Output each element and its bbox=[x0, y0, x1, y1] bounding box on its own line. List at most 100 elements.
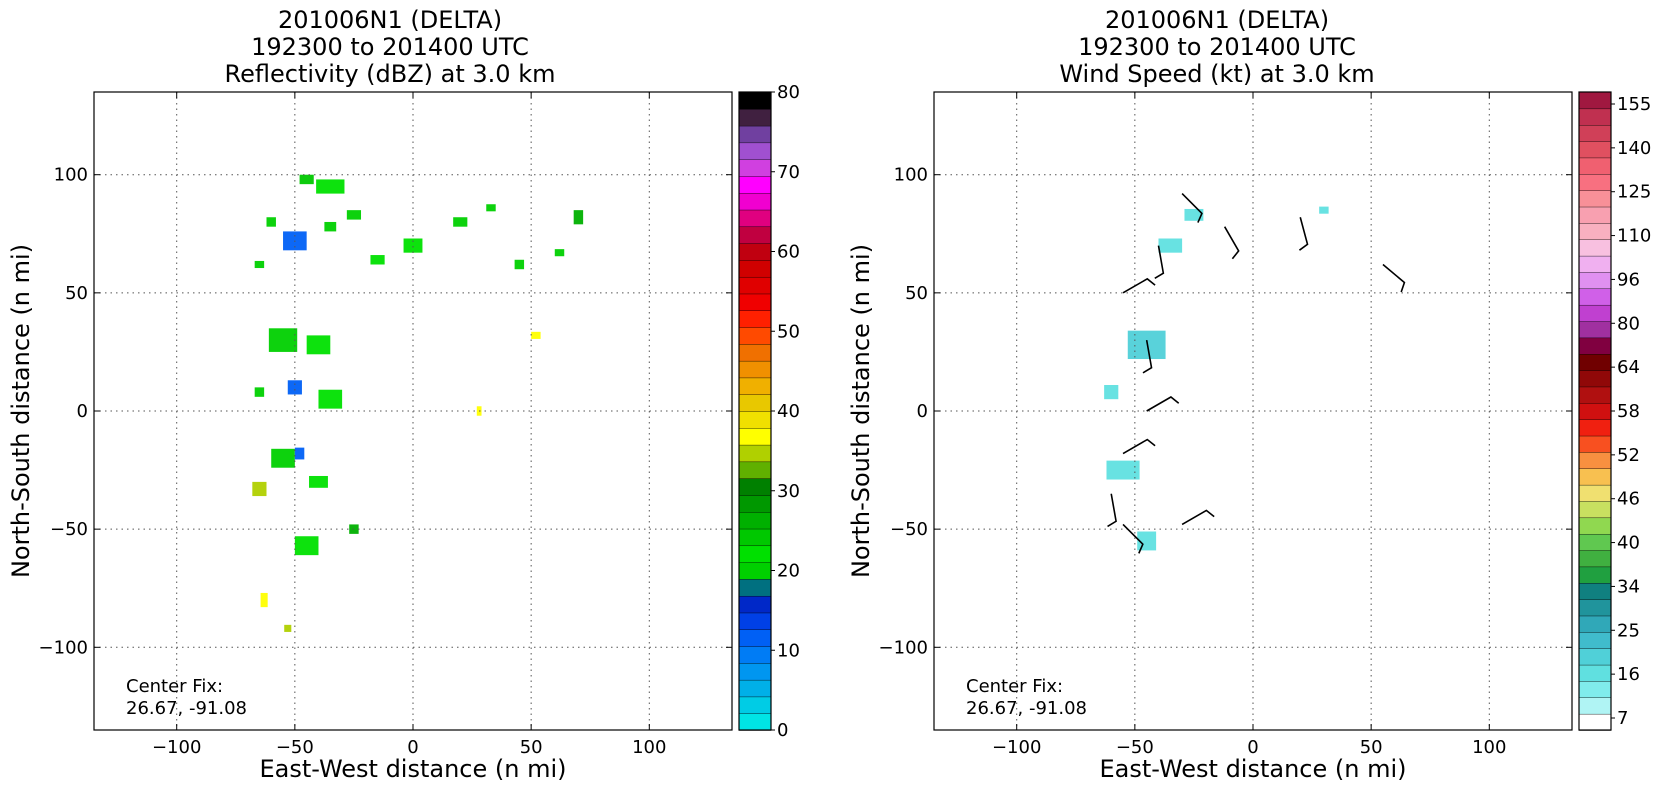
colorbar-segment bbox=[738, 293, 772, 311]
echo-cell bbox=[554, 249, 565, 257]
colorbar-segment bbox=[738, 595, 772, 614]
colorbar-tick-label: 80 bbox=[1617, 313, 1640, 334]
colorbar-segment bbox=[738, 192, 772, 211]
echo-field bbox=[252, 174, 584, 632]
echo-cell bbox=[370, 255, 385, 265]
echo-cell bbox=[268, 328, 298, 352]
echo-cell bbox=[1319, 206, 1329, 214]
wind-barb bbox=[1146, 396, 1180, 412]
colorbar-segment bbox=[1578, 697, 1612, 715]
y-tick-label: −50 bbox=[890, 519, 928, 540]
center-fix-label: Center Fix: bbox=[966, 676, 1064, 697]
colorbar-segment bbox=[738, 511, 772, 530]
colorbar-segment bbox=[738, 394, 772, 412]
colorbar-segment bbox=[738, 91, 772, 110]
colorbar-segment bbox=[1578, 402, 1612, 420]
echo-cell bbox=[573, 210, 584, 225]
colorbar-segment bbox=[738, 561, 772, 580]
x-tick-label: −50 bbox=[276, 737, 314, 758]
echo-cell bbox=[316, 179, 345, 194]
colorbar-tick-label: 0 bbox=[777, 720, 788, 741]
colorbar-tick-label: 60 bbox=[777, 242, 800, 263]
echo-cell bbox=[287, 380, 302, 395]
colorbar-segment bbox=[738, 444, 772, 463]
wind-barb bbox=[1181, 509, 1215, 526]
colorbar-segment bbox=[1578, 631, 1612, 649]
colorbar-segment bbox=[1578, 239, 1612, 257]
colorbar-tick-label: 80 bbox=[777, 82, 800, 103]
colorbar-segment bbox=[1578, 108, 1612, 126]
axis-ticks: −100 −50 0 50 100 −100 −50 0 50 100 bbox=[879, 92, 1572, 758]
colorbar-segment bbox=[738, 477, 772, 496]
wind-barb bbox=[1154, 245, 1165, 280]
colorbar-segment bbox=[1578, 157, 1612, 175]
center-fix-value: 26.67, -91.08 bbox=[126, 698, 247, 719]
colorbar-segment bbox=[1578, 680, 1612, 698]
colorbar-tick-label: 40 bbox=[1617, 533, 1640, 554]
colorbar-segment bbox=[738, 662, 772, 681]
colorbar: 7 16 25 34 40 46 52 58 64 80 96 110 125 140 155 bbox=[1578, 91, 1651, 731]
wind-barbs bbox=[1107, 193, 1406, 554]
colorbar-segment bbox=[738, 645, 772, 664]
colorbar-segment bbox=[1578, 140, 1612, 159]
chart-title-line-3: Reflectivity (dBZ) at 3.0 km bbox=[224, 60, 556, 88]
colorbar-segment bbox=[738, 158, 772, 177]
echo-cell bbox=[1106, 460, 1140, 480]
colorbar-tick-label: 155 bbox=[1617, 94, 1651, 115]
y-tick-label: 0 bbox=[77, 401, 88, 422]
colorbar-segment bbox=[1578, 435, 1612, 453]
colorbar-segment bbox=[1578, 517, 1612, 535]
echo-cell bbox=[294, 447, 305, 460]
colorbar-segment bbox=[1578, 484, 1612, 502]
echo-cell bbox=[306, 335, 331, 355]
echo-cell bbox=[254, 387, 265, 397]
wind-speed-chart: −100 −50 0 50 100 −100 −50 0 50 100 East-West dist… bbox=[847, 91, 1651, 783]
colorbar-segment bbox=[1578, 255, 1612, 273]
wind-barb bbox=[1298, 217, 1309, 251]
x-tick-label: 0 bbox=[1247, 737, 1258, 758]
colorbar-segment bbox=[738, 679, 772, 698]
colorbar-segment bbox=[1578, 664, 1612, 682]
colorbar-segment bbox=[738, 696, 772, 714]
chart-title-line-2: 192300 to 201400 UTC bbox=[1078, 33, 1356, 61]
colorbar-tick-label: 30 bbox=[777, 481, 800, 502]
colorbar-segment bbox=[738, 410, 772, 429]
x-tick-label: 100 bbox=[632, 737, 666, 758]
echo-cell bbox=[299, 174, 314, 185]
echo-field bbox=[1104, 206, 1329, 551]
echo-cell bbox=[254, 260, 265, 269]
colorbar-segment bbox=[1578, 648, 1612, 666]
colorbar-segment bbox=[738, 226, 772, 244]
echo-cell bbox=[260, 592, 268, 608]
colorbar-segment bbox=[738, 310, 772, 328]
colorbar-segment bbox=[738, 125, 772, 144]
y-tick-label: −50 bbox=[50, 519, 88, 540]
colorbar-segment bbox=[1578, 271, 1612, 290]
echo-cell bbox=[403, 238, 423, 253]
chart-title-line-3: Wind Speed (kt) at 3.0 km bbox=[1059, 60, 1375, 88]
echo-cell bbox=[346, 210, 362, 220]
colorbar-segment bbox=[738, 259, 772, 278]
center-fix-value: 26.67, -91.08 bbox=[966, 698, 1087, 719]
y-tick-label: −100 bbox=[39, 637, 88, 658]
colorbar-segment bbox=[1578, 288, 1612, 306]
colorbar-segment bbox=[1578, 386, 1612, 404]
colorbar-segment bbox=[1578, 337, 1612, 355]
center-fix-label: Center Fix: bbox=[126, 676, 224, 697]
colorbar-segment bbox=[1578, 91, 1612, 110]
x-tick-label: 100 bbox=[1472, 737, 1506, 758]
colorbar-tick-label: 25 bbox=[1617, 620, 1640, 641]
colorbar-tick-label: 140 bbox=[1617, 138, 1651, 159]
colorbar-segment bbox=[738, 360, 772, 379]
colorbar-tick-label: 46 bbox=[1617, 489, 1640, 510]
x-axis-label: East-West distance (n mi) bbox=[259, 755, 566, 783]
chart-title-line-1: 201006N1 (DELTA) bbox=[1104, 6, 1330, 34]
wind-barb bbox=[1107, 493, 1117, 528]
colorbar-segment bbox=[1578, 353, 1612, 371]
colorbar-segment bbox=[1578, 206, 1612, 224]
colorbar-segment bbox=[738, 326, 772, 345]
colorbar-segment bbox=[738, 629, 772, 647]
colorbar-segment bbox=[738, 612, 772, 630]
colorbar-segment bbox=[738, 377, 772, 395]
colorbar-tick-label: 52 bbox=[1617, 445, 1640, 466]
